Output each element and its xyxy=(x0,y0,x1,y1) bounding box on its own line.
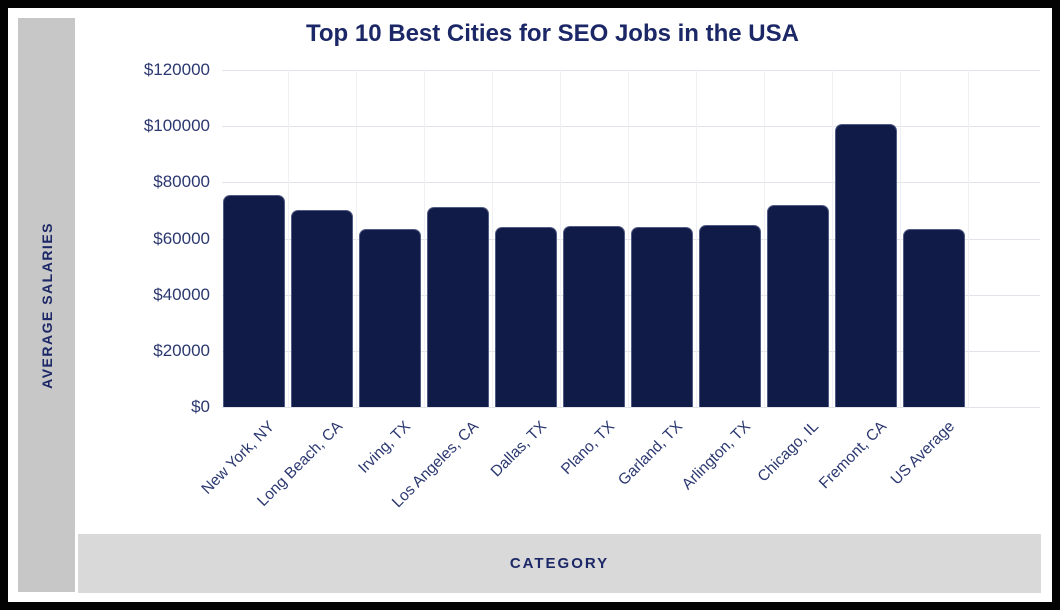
bar-long-beach-ca xyxy=(291,210,353,407)
x-category-label: Irving, TX xyxy=(355,418,415,477)
gridline-x xyxy=(492,70,493,407)
y-tick-label: $120000 xyxy=(143,60,210,79)
y-tick-label: $0 xyxy=(191,397,210,416)
x-category-label: New York, NY xyxy=(198,418,279,498)
gridline-x xyxy=(628,70,629,407)
y-axis-title: AVERAGE SALARIES xyxy=(38,221,55,389)
chart-title: Top 10 Best Cities for SEO Jobs in the U… xyxy=(306,20,799,47)
gridline-x xyxy=(696,70,697,407)
gridline-x xyxy=(832,70,833,407)
bar-plano-tx xyxy=(563,226,625,407)
gridline-x xyxy=(288,70,289,407)
bar-los-angeles-ca xyxy=(427,207,489,407)
y-tick-label: $100000 xyxy=(143,116,210,136)
bar-arlington-tx xyxy=(699,225,761,407)
gridline-x xyxy=(560,70,561,407)
gridline-y-80000 xyxy=(222,182,1040,184)
x-category-label: Fremont, CA xyxy=(815,418,891,493)
y-tick-label: $20000 xyxy=(153,340,210,360)
y-tick-label: $40000 xyxy=(153,284,210,304)
y-tick-label: $60000 xyxy=(153,228,210,248)
gridline-x xyxy=(424,70,425,407)
bar-garland-tx xyxy=(631,227,693,407)
x-category-label: Arlington, TX xyxy=(678,418,755,494)
y-tick-label: $80000 xyxy=(153,172,210,192)
gridline-y-100000 xyxy=(222,126,1040,128)
bar-us-average xyxy=(903,229,965,407)
gridline-x xyxy=(968,70,969,407)
y-axis-title-bar: AVERAGE SALARIES xyxy=(18,18,75,592)
x-category-label: US Average xyxy=(887,418,959,489)
x-axis-title: CATEGORY xyxy=(509,555,610,572)
x-category-label: Los Angeles, CA xyxy=(388,418,483,512)
gridline-x xyxy=(356,70,357,407)
bar-chicago-il xyxy=(767,204,829,407)
gridline-y-120000 xyxy=(222,70,1040,71)
x-axis-title-bar: CATEGORY xyxy=(78,534,1041,593)
gridline-y-0 xyxy=(222,407,1040,408)
bar-irving-tx xyxy=(359,228,421,407)
x-category-label: Chicago, IL xyxy=(754,418,823,486)
x-category-label: Long Beach, CA xyxy=(254,418,347,510)
x-category-label: Dallas, TX xyxy=(487,418,551,481)
x-category-label: Garland, TX xyxy=(615,418,687,489)
bar-dallas-tx xyxy=(495,227,557,407)
gridline-x xyxy=(900,70,901,407)
x-category-label: Plano, TX xyxy=(558,418,619,478)
gridline-x xyxy=(764,70,765,407)
bar-fremont-ca xyxy=(835,123,897,407)
bar-new-york-ny xyxy=(223,194,285,407)
plot-area xyxy=(222,70,1040,408)
